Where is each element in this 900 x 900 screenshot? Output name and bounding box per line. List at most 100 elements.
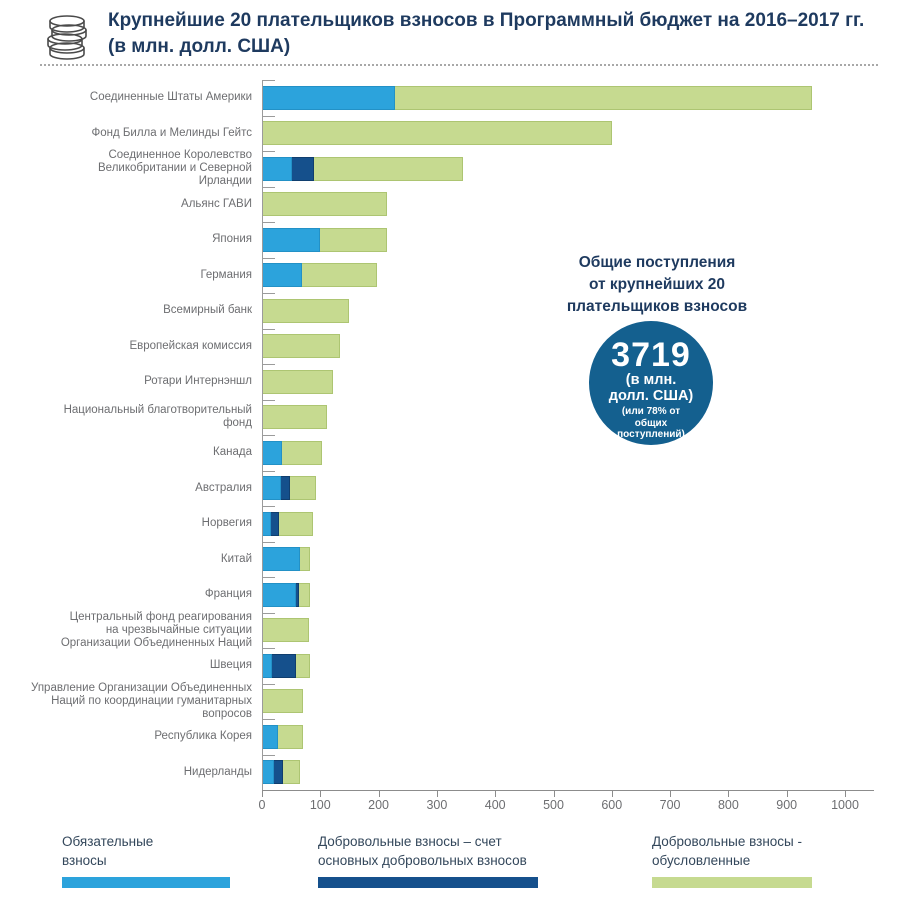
category-label: Фонд Билла и Мелинды Гейтс bbox=[91, 126, 252, 139]
bar-segment-core-voluntary bbox=[292, 156, 314, 181]
category-label: Ротари Интернэншл bbox=[144, 375, 252, 388]
page-title: Крупнейшие 20 плательщиков взносов в Про… bbox=[108, 10, 865, 57]
bar-segment-core-voluntary bbox=[273, 760, 283, 785]
category-label: Швеция bbox=[209, 659, 252, 672]
legend-label: Обязательные взносы bbox=[62, 834, 154, 868]
bar-row: Республика Корея bbox=[0, 719, 900, 755]
bar-track bbox=[262, 724, 900, 749]
bar-chart: Соединенные Штаты Америки Фонд Билла и Ме… bbox=[0, 80, 900, 815]
bar-row: Ротари Интернэншл bbox=[0, 364, 900, 400]
bar-segment-specified-voluntary bbox=[394, 85, 812, 110]
category-label: Альянс ГАВИ bbox=[181, 197, 252, 210]
bar-track bbox=[262, 121, 900, 146]
bar-segment-specified-voluntary bbox=[262, 689, 303, 714]
bar-rows: Соединенные Штаты Америки Фонд Билла и Ме… bbox=[0, 80, 900, 790]
bar-row: Канада bbox=[0, 435, 900, 471]
bar-row: Германия bbox=[0, 258, 900, 294]
x-axis-tick bbox=[262, 791, 263, 797]
category-label: Соединенное Королевство Великобритании и… bbox=[98, 149, 252, 188]
bar-segment-assessed bbox=[262, 547, 300, 572]
x-axis-labels: 0 100 200 300 400 500 600 700 800 900 1000 bbox=[259, 798, 882, 814]
legend-item-assessed: Обязательные взносы bbox=[62, 832, 230, 888]
category-tick bbox=[262, 257, 275, 259]
bar-track bbox=[262, 227, 900, 252]
bar-segment-assessed bbox=[262, 724, 279, 749]
x-tick-label: 100 bbox=[309, 798, 331, 812]
bar-segment-specified-voluntary bbox=[282, 440, 323, 465]
category-tick bbox=[262, 328, 275, 330]
bar-track bbox=[262, 476, 900, 501]
bar-segment-specified-voluntary bbox=[262, 121, 612, 146]
bar-segment-specified-voluntary bbox=[262, 369, 334, 394]
legend-item-core-voluntary: Добровольные взносы – счет основных добр… bbox=[318, 832, 538, 888]
bar-track bbox=[262, 369, 900, 394]
bar-row: Соединенные Штаты Америки bbox=[0, 80, 900, 116]
bar-track bbox=[262, 405, 900, 430]
bar-segment-core-voluntary bbox=[270, 511, 279, 536]
bar-row: Франция bbox=[0, 577, 900, 613]
bar-segment-specified-voluntary bbox=[299, 582, 310, 607]
category-label: Франция bbox=[204, 588, 252, 601]
bar-segment-assessed bbox=[262, 440, 283, 465]
category-label: Нидерланды bbox=[183, 765, 252, 778]
bar-segment-specified-voluntary bbox=[295, 653, 310, 678]
bar-row: Соединенное Королевство Великобритании и… bbox=[0, 149, 900, 188]
bar-segment-specified-voluntary bbox=[278, 724, 303, 749]
bar-row: Австралия bbox=[0, 471, 900, 507]
x-tick-label: 400 bbox=[484, 798, 506, 812]
bar-segment-assessed bbox=[262, 85, 395, 110]
x-axis-tick bbox=[611, 791, 613, 797]
x-tick-label: 900 bbox=[776, 798, 798, 812]
bar-track bbox=[262, 263, 900, 288]
bar-row: Швеция bbox=[0, 648, 900, 684]
bar-track bbox=[262, 440, 900, 465]
bar-track bbox=[262, 760, 900, 785]
x-tick-label: 800 bbox=[717, 798, 739, 812]
bar-row: Национальный благотворительный фонд bbox=[0, 400, 900, 436]
x-axis-line bbox=[262, 790, 874, 797]
category-label: Европейская комиссия bbox=[129, 339, 252, 352]
bar-row: Всемирный банк bbox=[0, 293, 900, 329]
category-tick bbox=[262, 435, 275, 436]
category-label: Республика Корея bbox=[154, 730, 252, 743]
x-axis-tick bbox=[495, 791, 497, 797]
bar-segment-assessed bbox=[262, 156, 293, 181]
header: Крупнейшие 20 плательщиков взносов в Про… bbox=[40, 8, 880, 62]
bar-segment-specified-voluntary bbox=[262, 192, 388, 217]
bar-segment-specified-voluntary bbox=[278, 511, 313, 536]
bar-segment-core-voluntary bbox=[295, 582, 300, 607]
bar-track bbox=[262, 689, 900, 714]
category-label: Германия bbox=[200, 268, 252, 281]
bar-segment-assessed bbox=[262, 227, 321, 252]
bar-segment-core-voluntary bbox=[272, 653, 296, 678]
bar-row: Нидерланды bbox=[0, 755, 900, 791]
x-tick-label: 600 bbox=[601, 798, 623, 812]
bar-track bbox=[262, 582, 900, 607]
bar-track bbox=[262, 547, 900, 572]
bar-row: Альянс ГАВИ bbox=[0, 187, 900, 223]
bar-segment-assessed bbox=[262, 476, 282, 501]
category-label: Соединенные Штаты Америки bbox=[89, 91, 252, 104]
category-label: Национальный благотворительный фонд bbox=[63, 404, 252, 430]
x-tick-label: 0 bbox=[258, 798, 266, 812]
bar-segment-assessed bbox=[262, 511, 271, 536]
category-tick bbox=[262, 577, 275, 578]
category-tick bbox=[262, 399, 275, 401]
bar-segment-specified-voluntary bbox=[262, 405, 328, 430]
bar-segment-specified-voluntary bbox=[313, 156, 464, 181]
category-tick bbox=[262, 470, 275, 472]
bar-track bbox=[262, 85, 900, 110]
dotted-divider bbox=[40, 64, 878, 66]
x-tick-label: 500 bbox=[543, 798, 564, 812]
x-tick-label: 300 bbox=[426, 798, 448, 812]
category-tick bbox=[262, 506, 275, 507]
bar-segment-specified-voluntary bbox=[282, 760, 301, 785]
category-tick bbox=[262, 754, 275, 756]
callout-unit: (в млн. долл. США) bbox=[608, 372, 694, 404]
x-axis-tick bbox=[728, 791, 730, 797]
bar-row: Центральный фонд реагирования на чрезвыч… bbox=[0, 611, 900, 649]
bar-segment-assessed bbox=[262, 582, 296, 607]
bar-track bbox=[262, 618, 900, 643]
category-tick bbox=[262, 683, 275, 685]
legend-label: Добровольные взносы – счет основных добр… bbox=[318, 834, 527, 868]
